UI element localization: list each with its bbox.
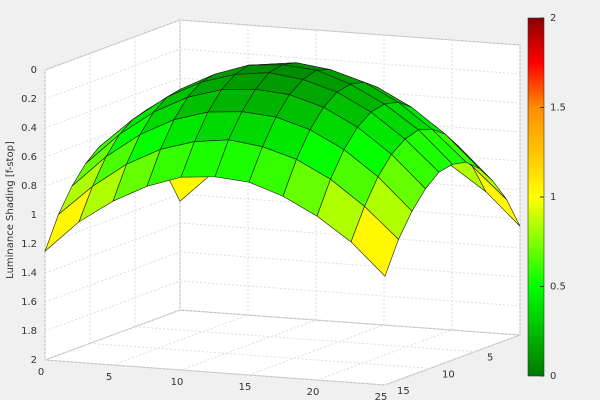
colorbar-tick-label: 0.5	[550, 282, 566, 293]
y-tick-label: 10	[442, 369, 455, 380]
z-tick-label: 0.6	[21, 152, 37, 163]
z-tick-label: 1	[31, 210, 37, 221]
z-tick-label: 1.4	[21, 268, 37, 279]
grid-line	[179, 48, 521, 75]
grid-line	[179, 193, 521, 220]
x-tick-label: 25	[375, 392, 388, 400]
x-tick-label: 20	[307, 387, 320, 398]
z-tick-label: 0	[31, 65, 37, 76]
grid-line	[179, 19, 521, 46]
grid-line	[179, 222, 521, 249]
colorbar-tick-label: 2	[550, 13, 556, 24]
grid-line	[89, 342, 431, 369]
z-tick-label: 1.2	[21, 239, 37, 250]
z-tick-label: 0.2	[21, 94, 37, 105]
grid-line	[44, 359, 386, 386]
grid-line	[134, 326, 476, 353]
x-tick-label: 15	[239, 382, 252, 393]
grid-line	[179, 280, 521, 307]
z-tick-label: 2	[31, 355, 37, 366]
z-tick-label: 1.8	[21, 326, 37, 337]
colorbar-tick-label: 1	[550, 192, 556, 203]
grid-line	[179, 309, 521, 336]
z-axis-label: Luminance Shading [f-stop]	[5, 141, 16, 279]
z-tick-label: 0.8	[21, 181, 37, 192]
surface-cell	[350, 205, 399, 277]
colorbar-tick-label: 1.5	[550, 103, 566, 114]
z-tick-label: 0.4	[21, 123, 37, 134]
x-tick-label: 5	[106, 372, 112, 383]
y-tick-label: 5	[487, 353, 493, 364]
x-tick-label: 0	[38, 367, 44, 378]
x-tick-label: 10	[171, 377, 184, 388]
colorbar-tick-label: 0	[550, 371, 556, 382]
y-tick-label: 15	[397, 386, 410, 397]
grid-line	[179, 251, 521, 278]
z-tick-label: 1.6	[21, 297, 37, 308]
